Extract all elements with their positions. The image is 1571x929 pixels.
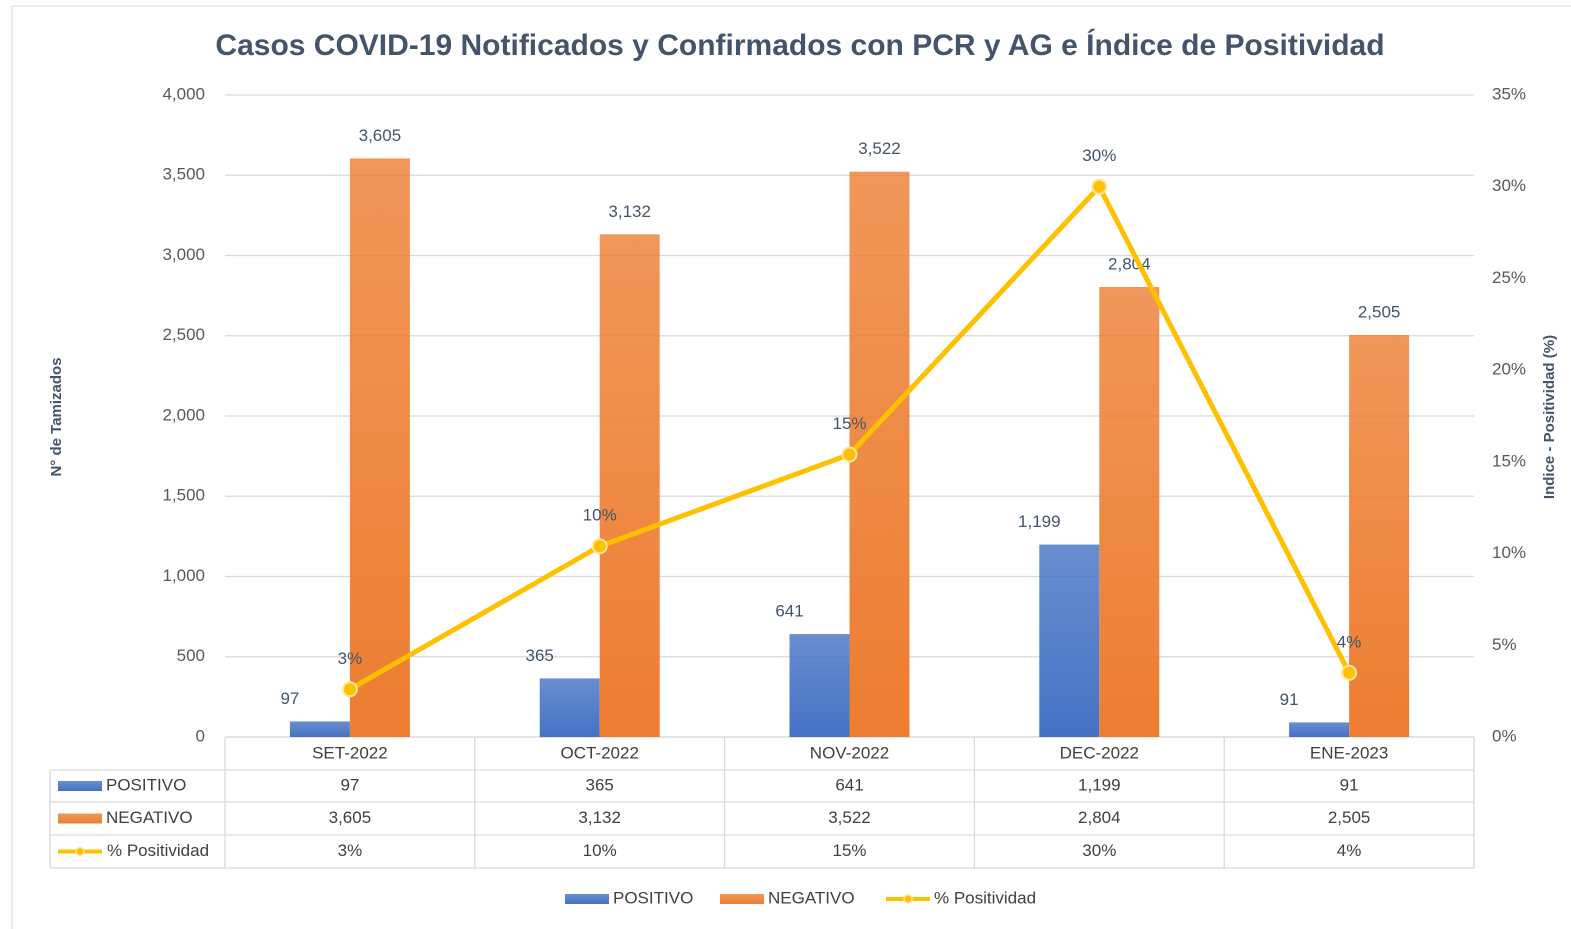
data-label: 641	[775, 602, 803, 621]
table-cell: 91	[1340, 775, 1359, 794]
table-cell: 3,132	[578, 808, 621, 827]
y2-axis-title: Indice - Positividad (%)	[1541, 335, 1558, 499]
bar	[1289, 722, 1350, 737]
bar	[1349, 334, 1410, 737]
y2-tick-label: 15%	[1492, 451, 1526, 470]
y-axis-title: N° de Tamizados	[48, 357, 65, 476]
table-cell: 4%	[1337, 841, 1362, 860]
y-tick-label: 4,000	[162, 84, 205, 103]
line-marker	[591, 538, 608, 555]
y-tick-label: 3,000	[162, 245, 205, 264]
data-label: 3%	[338, 649, 363, 668]
bar	[789, 634, 850, 737]
data-label: 1,199	[1018, 512, 1061, 531]
data-label: 15%	[832, 414, 866, 433]
x-tick-label: DEC-2022	[1060, 743, 1139, 762]
line-marker	[1091, 178, 1108, 195]
y-tick-label: 2,500	[162, 325, 205, 344]
table-cell: 2,804	[1078, 808, 1121, 827]
data-label: 10%	[583, 506, 617, 525]
y-tick-label: 500	[177, 646, 205, 665]
table-row-label: POSITIVO	[106, 775, 186, 794]
table-cell: 365	[586, 775, 614, 794]
data-label: 30%	[1082, 146, 1116, 165]
table-cell: 3,605	[329, 808, 372, 827]
line-marker	[1341, 664, 1358, 681]
x-tick-label: ENE-2023	[1310, 743, 1388, 762]
y-tick-label: 2,000	[162, 405, 205, 424]
y-tick-label: 3,500	[162, 165, 205, 184]
data-label: 3,605	[359, 126, 402, 145]
y2-tick-label: 30%	[1492, 176, 1526, 195]
chart-border	[11, 5, 1571, 929]
data-label: 97	[280, 689, 299, 708]
legend-swatch	[720, 894, 764, 904]
legend-swatch	[565, 894, 609, 904]
bar	[539, 678, 600, 737]
table-cell: 1,199	[1078, 775, 1121, 794]
y2-tick-label: 5%	[1492, 635, 1517, 654]
data-label: 365	[526, 646, 554, 665]
line-marker	[841, 446, 858, 463]
bar	[599, 234, 660, 737]
y2-tick-label: 20%	[1492, 360, 1526, 379]
y-tick-label: 1,500	[162, 486, 205, 505]
y2-tick-label: 25%	[1492, 268, 1526, 287]
y-tick-label: 1,000	[162, 566, 205, 585]
chart-title: Casos COVID-19 Notificados y Confirmados…	[215, 28, 1384, 62]
bar	[349, 158, 410, 737]
bar	[1039, 544, 1100, 737]
legend-swatch	[903, 894, 913, 904]
y2-tick-label: 0%	[1492, 726, 1517, 745]
legend-swatch	[75, 846, 85, 857]
x-tick-label: NOV-2022	[810, 743, 889, 762]
data-label: 2,505	[1358, 302, 1401, 321]
table-cell: 641	[835, 775, 863, 794]
table-cell: 3,522	[828, 808, 871, 827]
line-marker	[341, 681, 358, 698]
bar	[849, 171, 910, 737]
y-tick-label: 0	[196, 726, 205, 745]
data-label: 91	[1280, 690, 1299, 709]
y2-tick-label: 10%	[1492, 543, 1526, 562]
table-cell: 97	[340, 775, 359, 794]
data-label: 4%	[1337, 632, 1362, 651]
table-cell: 10%	[583, 841, 617, 860]
table-cell: 30%	[1082, 841, 1116, 860]
table-cell: 3%	[338, 841, 363, 860]
legend-swatch	[58, 813, 102, 824]
table-cell: 15%	[832, 841, 866, 860]
bar	[1099, 286, 1160, 737]
legend-label: NEGATIVO	[768, 888, 855, 907]
table-cell: 2,505	[1328, 808, 1371, 827]
legend-label: % Positividad	[934, 888, 1036, 907]
x-tick-label: OCT-2022	[560, 743, 638, 762]
data-label: 3,522	[858, 139, 901, 158]
data-label: 3,132	[608, 202, 651, 221]
bar	[289, 721, 350, 737]
table-row-label: NEGATIVO	[106, 808, 193, 827]
y2-tick-label: 35%	[1492, 84, 1526, 103]
table-row-label: % Positividad	[107, 841, 209, 860]
x-tick-label: SET-2022	[312, 743, 388, 762]
legend-swatch	[58, 781, 102, 791]
legend-label: POSITIVO	[613, 888, 693, 907]
